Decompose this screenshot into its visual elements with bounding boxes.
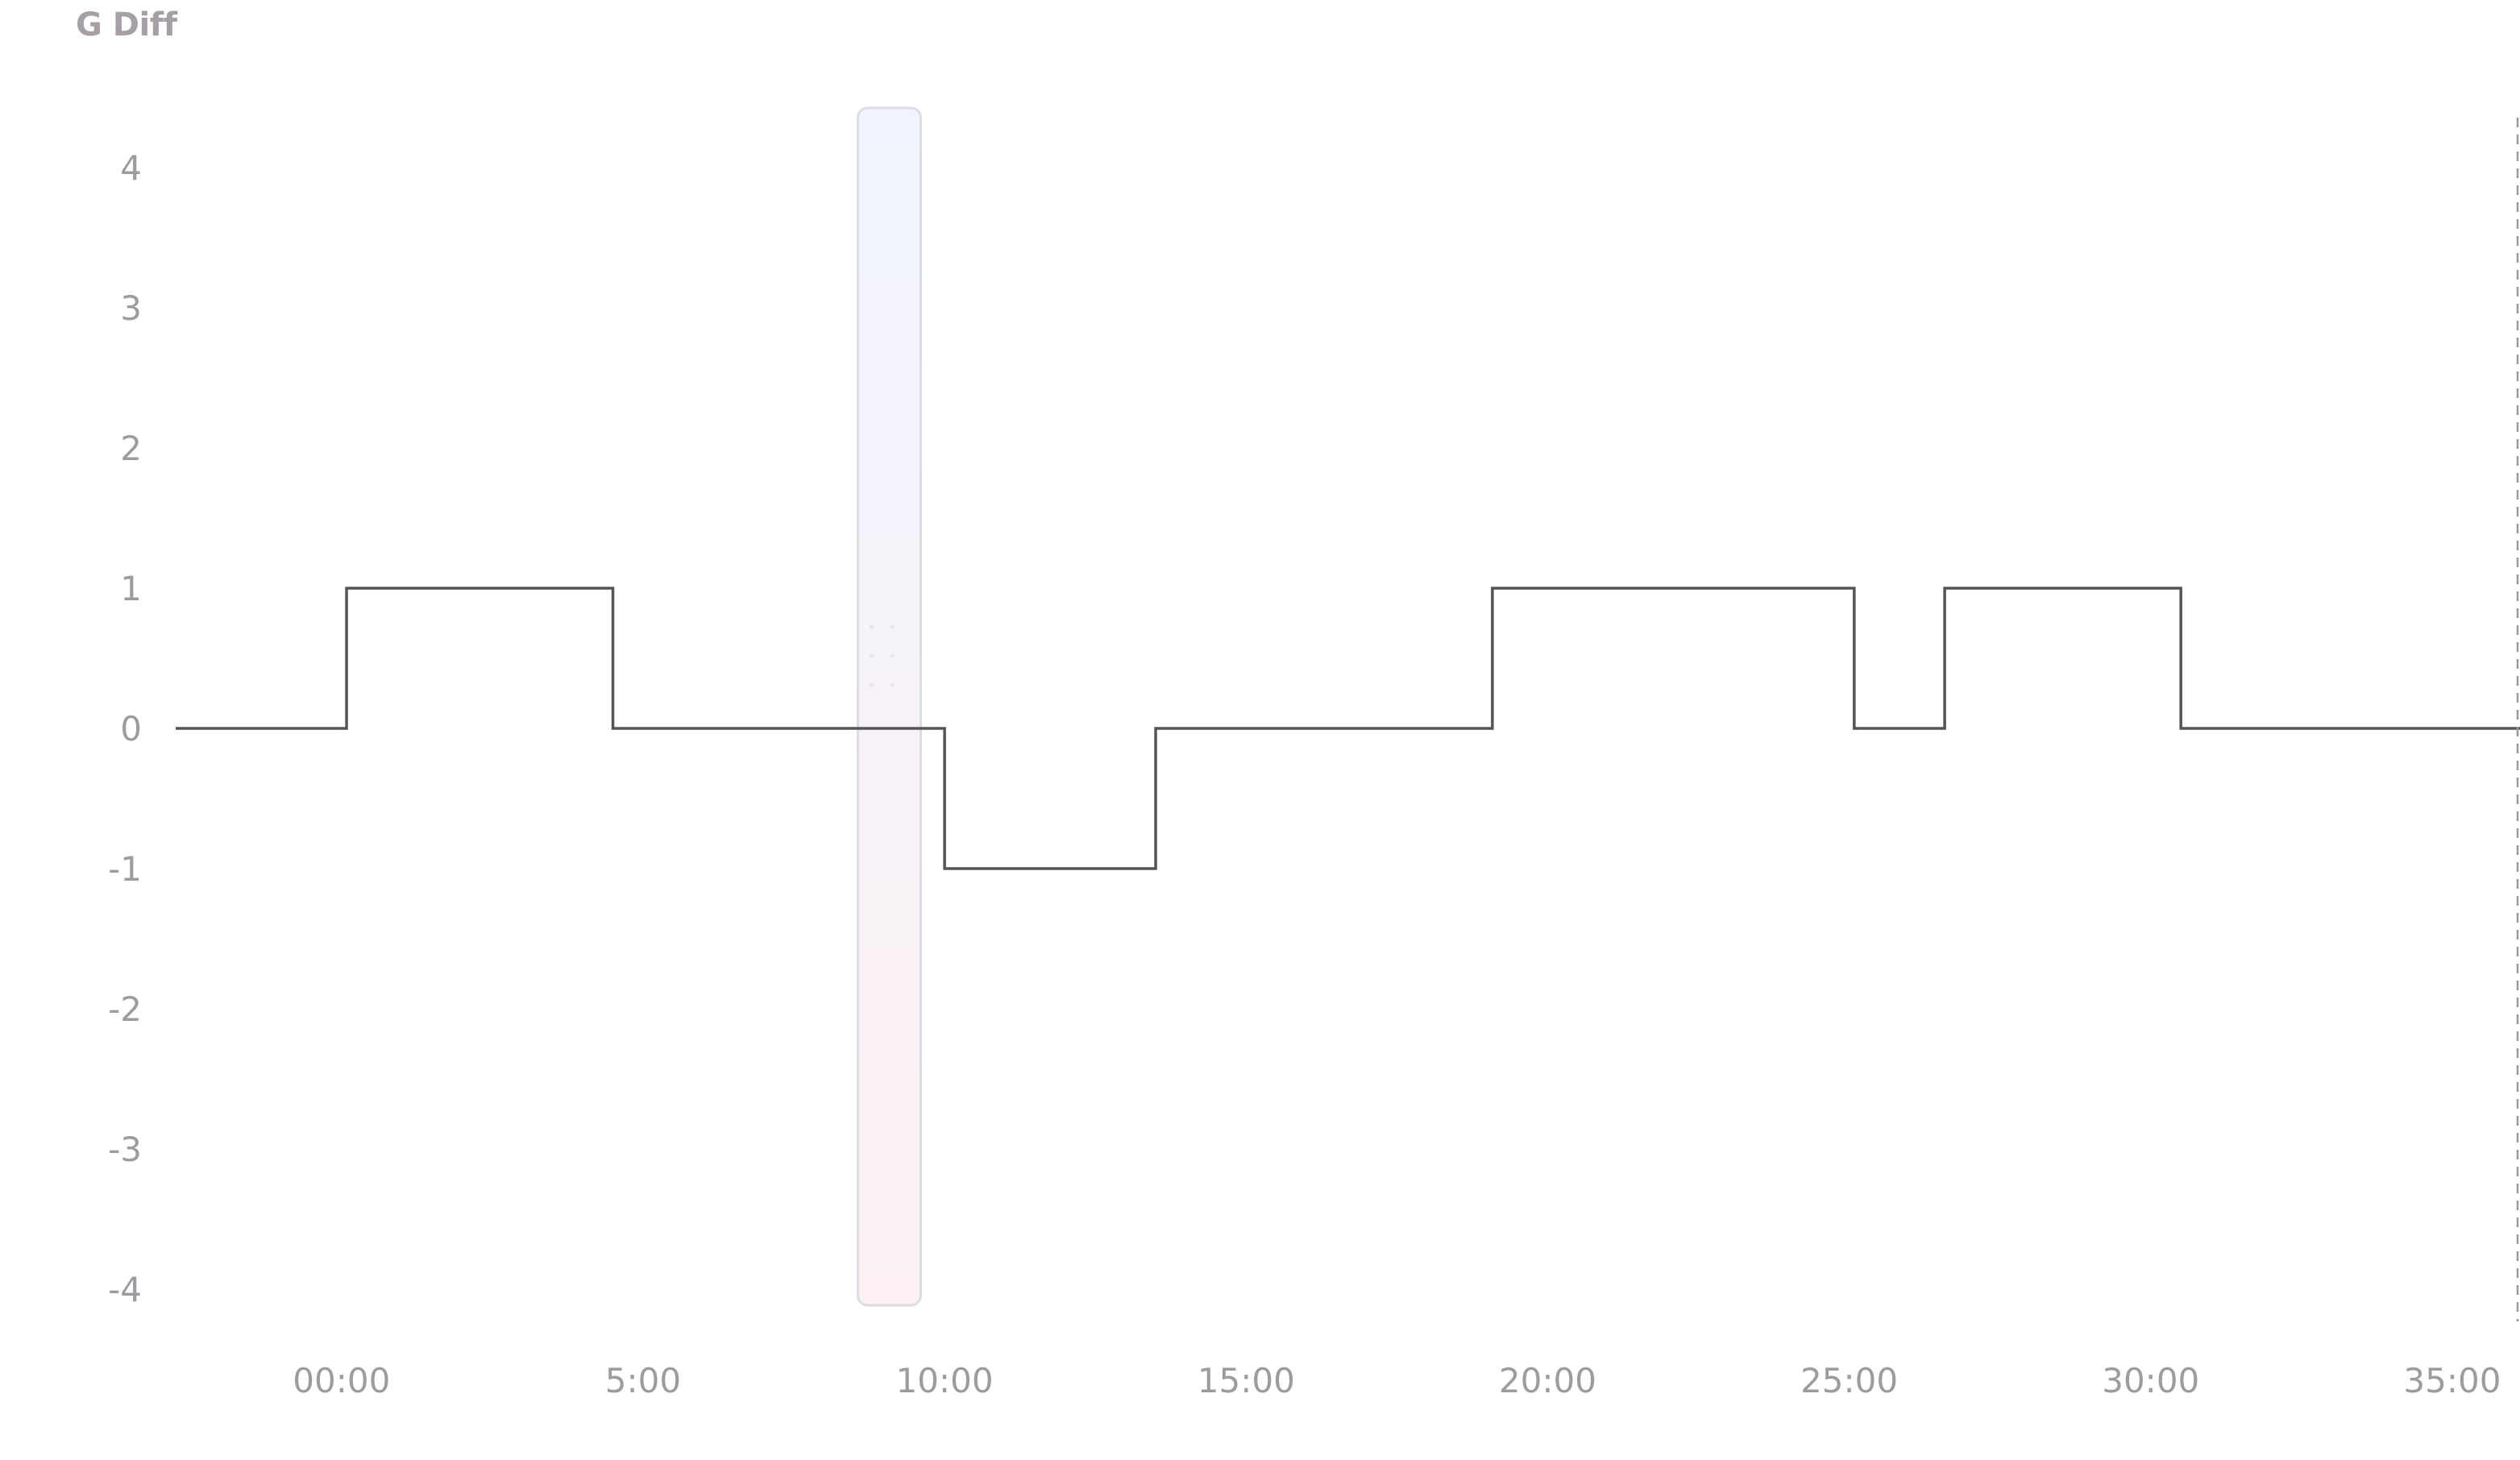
x-tick-label: 00:00 <box>293 1361 390 1400</box>
cursor-grip-dot <box>870 682 874 687</box>
cursor-layer <box>857 106 923 1307</box>
y-tick-label: -2 <box>108 989 142 1029</box>
x-tick-label: 35:00 <box>2403 1361 2501 1400</box>
x-tick-label: 20:00 <box>1499 1361 1596 1400</box>
cursor-grip-dot <box>870 624 874 629</box>
x-tick-label: 15:00 <box>1198 1361 1295 1400</box>
y-tick-label: 2 <box>120 429 142 468</box>
series-line <box>176 587 2520 870</box>
x-tick-label: 25:00 <box>1800 1361 1898 1400</box>
cursor-grip-dot <box>870 653 874 658</box>
chart-title: G Diff <box>76 6 177 44</box>
cursor-grip-dot <box>891 653 895 658</box>
x-tick-label: 10:00 <box>896 1361 994 1400</box>
cursor-grip-dot <box>891 682 895 687</box>
y-tick-label: -3 <box>108 1130 142 1169</box>
y-tick-label: 1 <box>120 569 142 608</box>
x-tick-label: 5:00 <box>605 1361 681 1400</box>
y-tick-label: -1 <box>108 849 142 889</box>
y-tick-label: 4 <box>120 148 142 188</box>
x-axis: 00:00 5:00 10:00 15:00 20:00 25:00 30:00 35:00 <box>293 1361 2501 1400</box>
cursor-grip-dot <box>891 624 895 629</box>
x-tick-label: 30:00 <box>2102 1361 2199 1400</box>
y-tick-label: 0 <box>120 709 142 749</box>
cursor-band <box>857 106 923 1307</box>
series-layer <box>176 587 2520 870</box>
y-axis: 4 3 2 1 0 -1 -2 -3 -4 <box>108 148 142 1309</box>
y-tick-label: 3 <box>120 288 142 328</box>
y-tick-label: -4 <box>108 1270 142 1309</box>
